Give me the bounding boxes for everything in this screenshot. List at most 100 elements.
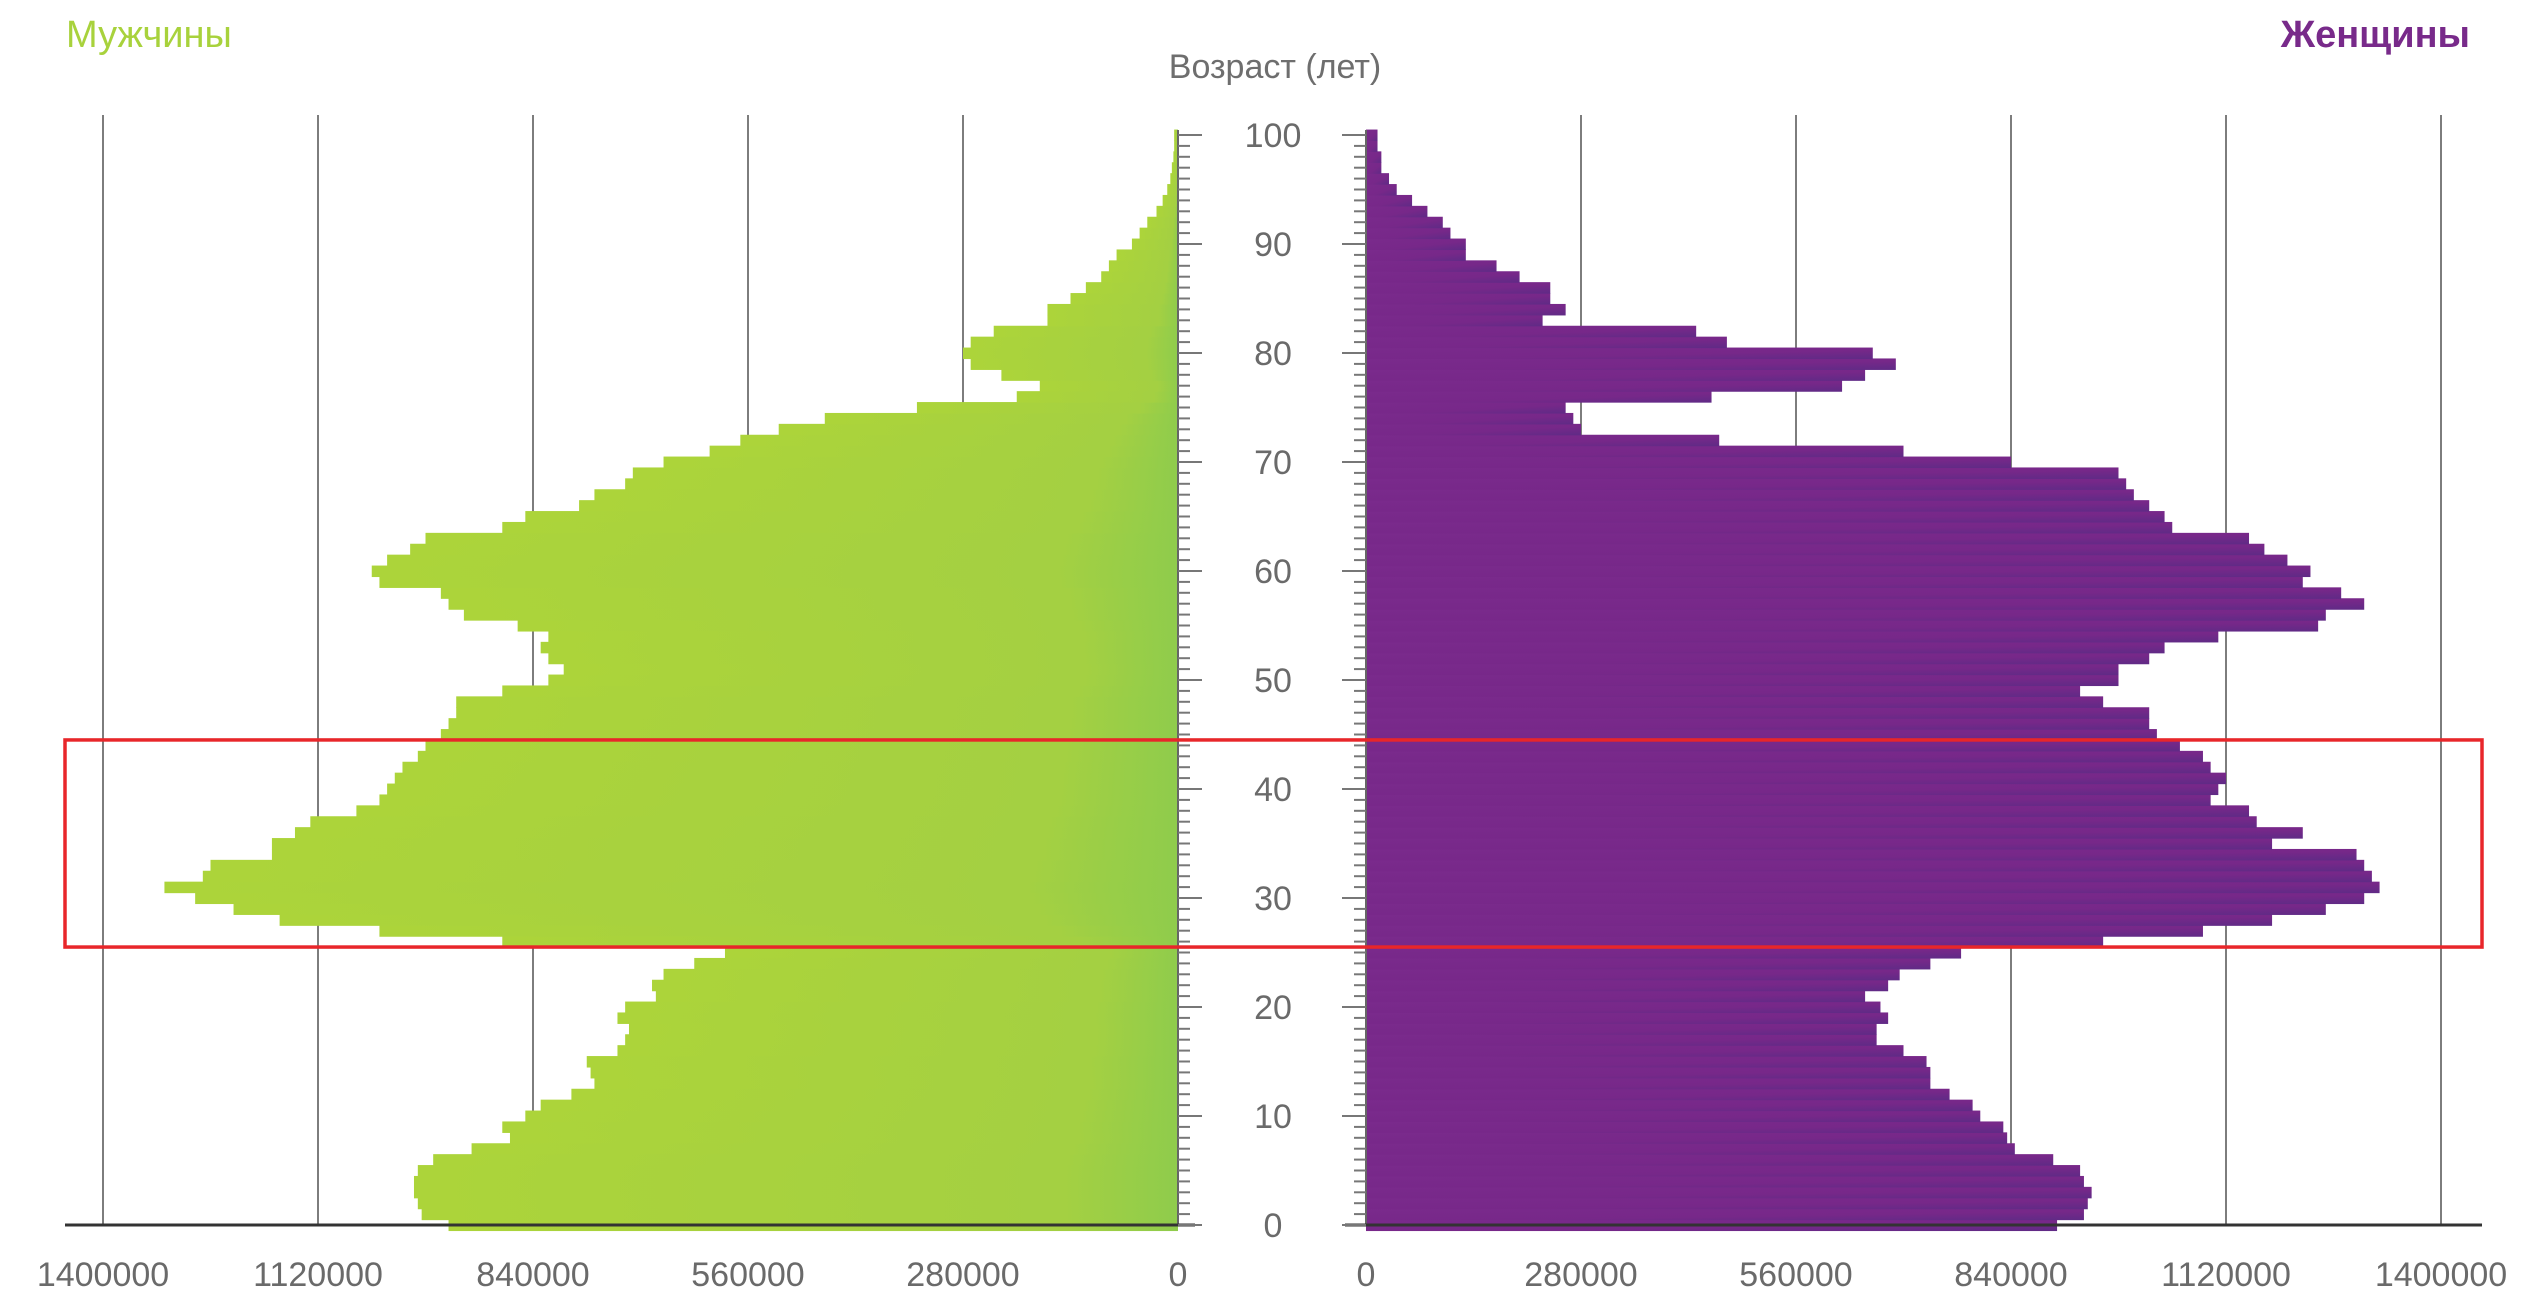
women-bar-age-52 (1366, 652, 2150, 665)
men-bar-age-77 (1039, 380, 1178, 392)
women-bar-age-39 (1366, 794, 2211, 806)
men-bar-age-79 (970, 358, 1178, 370)
men-bar-age-65 (525, 511, 1178, 523)
age-tick-label: 100 (1245, 117, 1302, 155)
men-bar-age-61 (387, 554, 1178, 567)
men-bar-age-90 (1131, 238, 1178, 251)
women-bar-age-74 (1366, 412, 1574, 425)
women-bar-age-69 (1366, 467, 2119, 479)
men-bar-age-42 (402, 761, 1178, 774)
x-tick-label-left: 0 (1169, 1256, 1188, 1294)
women-bar-age-33 (1366, 859, 2365, 872)
women-bar-age-98 (1366, 151, 1382, 163)
men-bar-age-60 (371, 565, 1178, 578)
women-bar-age-50 (1366, 674, 2119, 687)
women-bar-age-32 (1366, 870, 2372, 883)
highlight (63, 738, 2484, 949)
men-bar-age-98 (1173, 151, 1178, 163)
x-tick-label-left: 560000 (691, 1256, 804, 1294)
men-bar-age-93 (1156, 205, 1178, 218)
men-bar-age-69 (632, 467, 1178, 479)
women-bar-age-27 (1366, 925, 2203, 937)
men-bar-age-31 (164, 881, 1178, 894)
women-bar-age-17 (1366, 1034, 1877, 1046)
men-bar-age-97 (1171, 162, 1178, 174)
women-bar-age-76 (1366, 391, 1712, 403)
men-bar-age-7 (471, 1143, 1179, 1155)
men-bar-age-75 (916, 402, 1178, 414)
women-bar-age-100 (1366, 129, 1378, 142)
men-bar-age-67 (594, 489, 1178, 501)
x-tick-label-left: 280000 (906, 1256, 1019, 1294)
women-bar-age-14 (1366, 1066, 1931, 1079)
x-tick-label-right: 1120000 (2161, 1256, 2291, 1294)
men-bars (164, 129, 1179, 1232)
women-bar-age-15 (1366, 1056, 1927, 1068)
age-tick-label: 10 (1254, 1098, 1292, 1136)
men-bar-age-66 (579, 500, 1178, 512)
women-bar-age-57 (1366, 598, 2365, 610)
tick-labels: 0 10 20 30 40 50 60 70 80 90 100 1400000 1120000 8400… (37, 117, 2507, 1294)
men-bar-age-21 (655, 990, 1178, 1003)
women-bar-age-7 (1366, 1143, 2015, 1155)
men-bar-age-86 (1085, 282, 1178, 294)
women-bar-age-47 (1366, 707, 2150, 719)
women-bar-age-6 (1366, 1154, 2054, 1166)
women-bar-age-45 (1366, 729, 2157, 741)
women-bar-age-44 (1366, 739, 2180, 752)
men-bar-age-16 (617, 1045, 1178, 1057)
men-bar-age-17 (625, 1034, 1178, 1046)
age-tick-label: 0 (1264, 1207, 1283, 1245)
men-bar-age-20 (625, 1001, 1178, 1014)
men-bar-age-13 (594, 1077, 1178, 1090)
women-bar-age-29 (1366, 903, 2326, 915)
women-bar-age-19 (1366, 1012, 1889, 1024)
women-bar-age-26 (1366, 936, 2104, 948)
men-bar-age-63 (425, 532, 1178, 545)
women-bar-age-83 (1366, 314, 1543, 327)
men-bar-age-58 (440, 587, 1178, 599)
men-bar-age-38 (356, 805, 1179, 817)
women-bar-age-3 (1366, 1186, 2092, 1199)
axes (65, 130, 2482, 1227)
women-bar-age-99 (1366, 140, 1378, 152)
women-bar-age-5 (1366, 1165, 2081, 1177)
men-bar-age-70 (663, 456, 1178, 469)
women-bar-age-66 (1366, 500, 2150, 512)
men-bar-age-48 (456, 696, 1178, 708)
women-bar-age-35 (1366, 838, 2273, 850)
women-bar-age-64 (1366, 521, 2173, 534)
men-bar-age-33 (210, 859, 1178, 872)
x-tick-label-left: 1400000 (37, 1256, 169, 1294)
women-bar-age-21 (1366, 990, 1866, 1003)
men-bar-age-34 (271, 848, 1178, 861)
women-bar-age-80 (1366, 347, 1873, 360)
men-bar-age-83 (1047, 314, 1178, 327)
men-bar-age-94 (1162, 194, 1178, 207)
men-bar-age-47 (456, 707, 1178, 719)
women-bar-age-23 (1366, 968, 1900, 981)
women-bar-age-73 (1366, 423, 1581, 436)
women-bar-age-68 (1366, 478, 2127, 490)
women-bar-age-96 (1366, 173, 1390, 185)
men-bar-age-82 (993, 325, 1178, 338)
men-bar-age-51 (563, 663, 1178, 676)
x-tick-label-right: 0 (1357, 1256, 1376, 1294)
men-bar-age-62 (410, 543, 1179, 556)
men-bar-age-27 (379, 925, 1178, 937)
women-bar-age-75 (1366, 402, 1566, 414)
women-bar-age-41 (1366, 772, 2226, 785)
age-tick-label: 50 (1254, 662, 1292, 700)
women-bar-age-58 (1366, 587, 2342, 599)
men-bar-age-1 (421, 1208, 1178, 1221)
men-bar-age-19 (617, 1012, 1178, 1024)
x-tick-label-right: 1400000 (2375, 1256, 2507, 1294)
women-bar-age-65 (1366, 511, 2165, 523)
women-bar-age-77 (1366, 380, 1843, 392)
men-bar-age-55 (517, 620, 1178, 632)
men-bar-age-76 (1016, 391, 1178, 403)
men-bar-age-5 (417, 1165, 1179, 1177)
women-bar-age-25 (1366, 947, 1962, 959)
women-bar-age-71 (1366, 445, 1904, 458)
